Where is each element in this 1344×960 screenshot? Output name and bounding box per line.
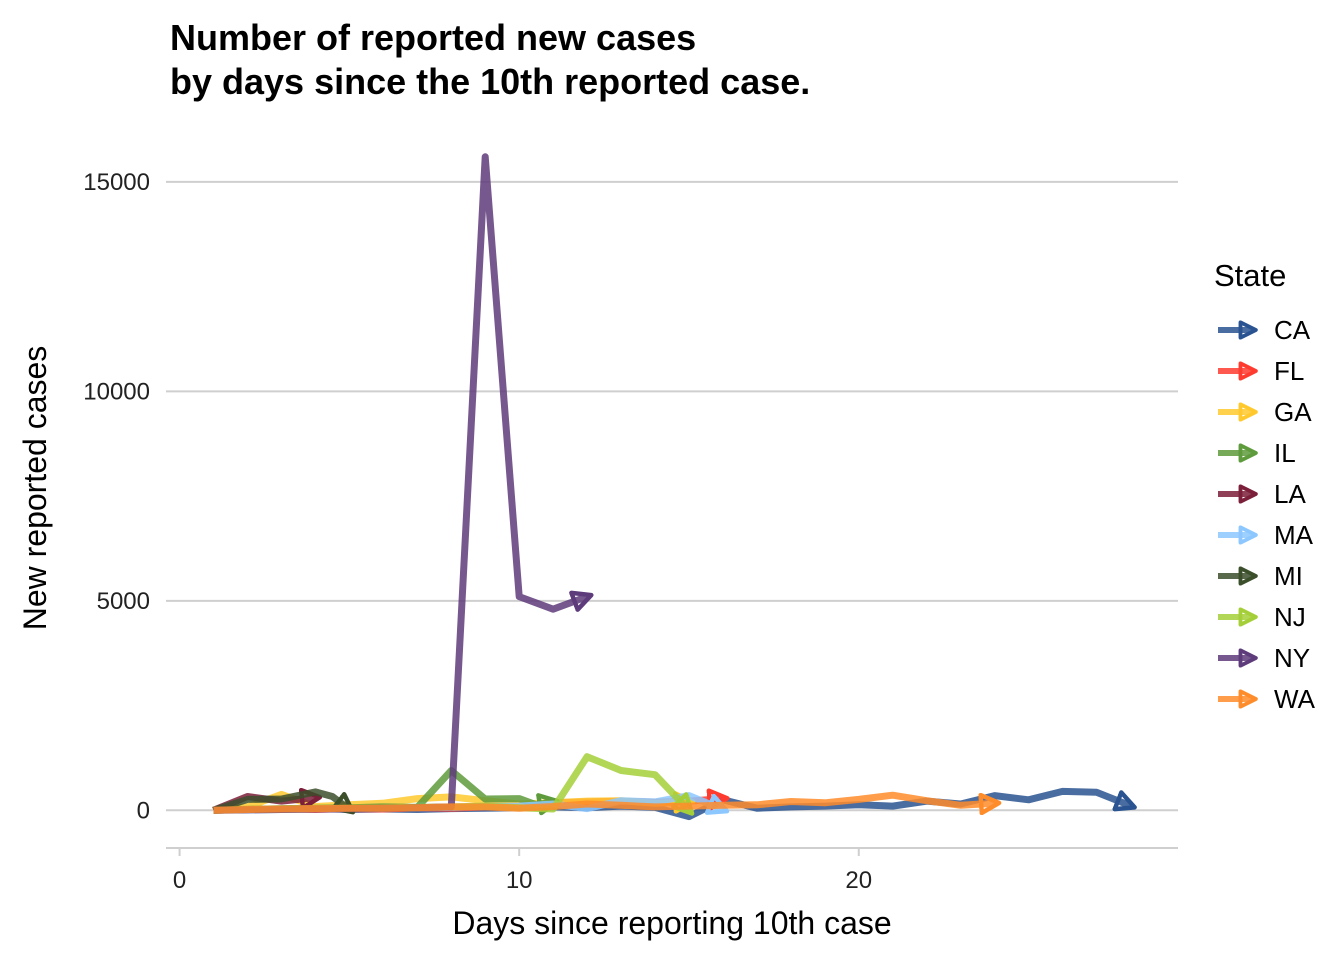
legend-label-ga: GA bbox=[1274, 397, 1312, 427]
legend-item-ny: NY bbox=[1218, 643, 1310, 673]
legend-item-nj: NJ bbox=[1218, 602, 1306, 632]
x-tick-label-10: 10 bbox=[506, 867, 533, 894]
x-tick-label-0: 0 bbox=[173, 867, 186, 894]
y-axis: 0 5000 10000 15000 bbox=[83, 169, 150, 824]
legend-label-il: IL bbox=[1274, 438, 1296, 468]
legend-title: State bbox=[1214, 258, 1286, 293]
y-tick-label-15000: 15000 bbox=[83, 169, 150, 196]
y-tick-label-5000: 5000 bbox=[97, 588, 150, 615]
legend-label-la: LA bbox=[1274, 479, 1306, 509]
legend-label-ma: MA bbox=[1274, 520, 1314, 550]
legend-item-wa: WA bbox=[1218, 684, 1316, 714]
series-layer bbox=[212, 153, 1137, 821]
legend-item-la: LA bbox=[1218, 479, 1306, 509]
series-line-wa bbox=[213, 791, 1002, 816]
chart-title-line2: by days since the 10th reported case. bbox=[170, 61, 810, 102]
legend-item-il: IL bbox=[1218, 438, 1296, 468]
legend-item-fl: FL bbox=[1218, 356, 1304, 386]
legend-label-nj: NJ bbox=[1274, 602, 1306, 632]
series-line-ny bbox=[213, 153, 594, 814]
legend-item-ga: GA bbox=[1218, 397, 1312, 427]
legend-label-mi: MI bbox=[1274, 561, 1303, 591]
legend-label-ca: CA bbox=[1274, 315, 1311, 345]
legend-item-mi: MI bbox=[1218, 561, 1303, 591]
legend-item-ma: MA bbox=[1218, 520, 1314, 550]
y-tick-label-0: 0 bbox=[137, 797, 150, 824]
legend: State CA FL GA IL LA MA MI NJ NY WA bbox=[1214, 258, 1316, 714]
legend-label-ny: NY bbox=[1274, 643, 1310, 673]
legend-label-fl: FL bbox=[1274, 356, 1304, 386]
y-axis-label: New reported cases bbox=[17, 346, 53, 631]
x-axis-label: Days since reporting 10th case bbox=[452, 905, 891, 941]
chart-title-line1: Number of reported new cases bbox=[170, 17, 696, 58]
y-tick-label-10000: 10000 bbox=[83, 378, 150, 405]
series-line-mi bbox=[212, 788, 356, 815]
legend-label-wa: WA bbox=[1274, 684, 1316, 714]
gridlines bbox=[166, 180, 1178, 812]
legend-item-ca: CA bbox=[1218, 315, 1311, 345]
x-axis: 0 10 20 bbox=[166, 847, 1178, 894]
x-tick-label-20: 20 bbox=[845, 867, 872, 894]
